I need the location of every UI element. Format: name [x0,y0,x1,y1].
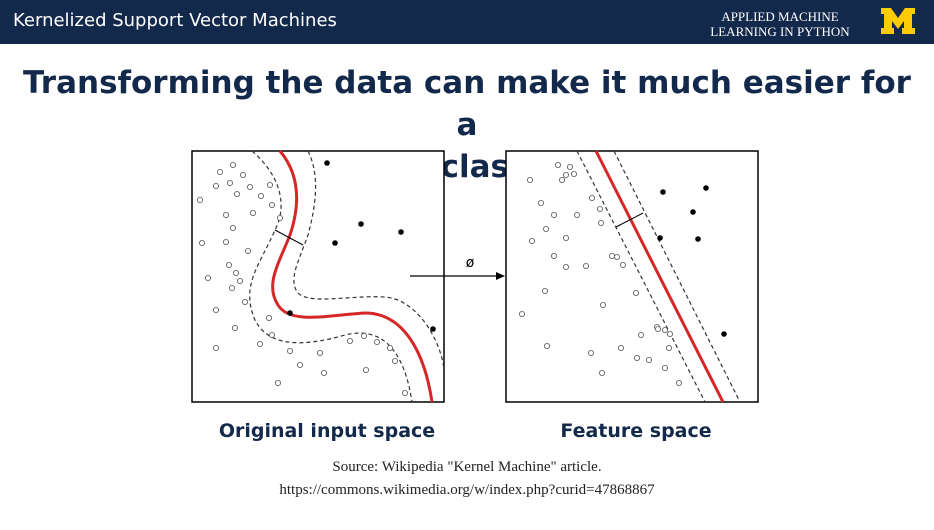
right-filled-points [657,185,727,337]
left-margin-width-marker [274,229,304,246]
right-margin-line-right [613,150,741,403]
source-citation: Source: Wikipedia "Kernel Machine" artic… [332,459,602,475]
lecture-title: Kernelized Support Vector Machines [13,10,337,31]
feature-map-symbol: ø [466,255,475,271]
course-name-line-2: LEARNING IN PYTHON [710,24,850,39]
feature-map-arrow [410,272,505,280]
right-margin-line-left [576,150,706,403]
left-filled-points [287,160,436,332]
kernel-transform-diagram: ø [191,150,759,403]
left-margin-line-outer [249,150,413,403]
left-decision-boundary [271,150,434,403]
header-bar: Kernelized Support Vector Machines APPLI… [0,0,934,44]
right-margin-width-marker [615,212,644,228]
university-m-logo-icon [881,8,915,34]
course-name-line-1: APPLIED MACHINE [721,9,839,24]
source-url: https://commons.wikimedia.org/w/index.ph… [279,482,655,498]
course-name: APPLIED MACHINE LEARNING IN PYTHON [690,9,870,39]
slide-title-line-1: Transforming the data can make it much e… [23,65,911,143]
left-margin-line-inner [293,150,445,371]
feature-space-caption: Feature space [560,420,712,442]
original-input-space-caption: Original input space [218,420,436,442]
right-decision-boundary [594,150,725,403]
left-open-points [196,161,408,396]
right-open-points [518,161,682,386]
feature-space-panel [505,150,759,403]
original-input-space-panel [191,150,445,403]
